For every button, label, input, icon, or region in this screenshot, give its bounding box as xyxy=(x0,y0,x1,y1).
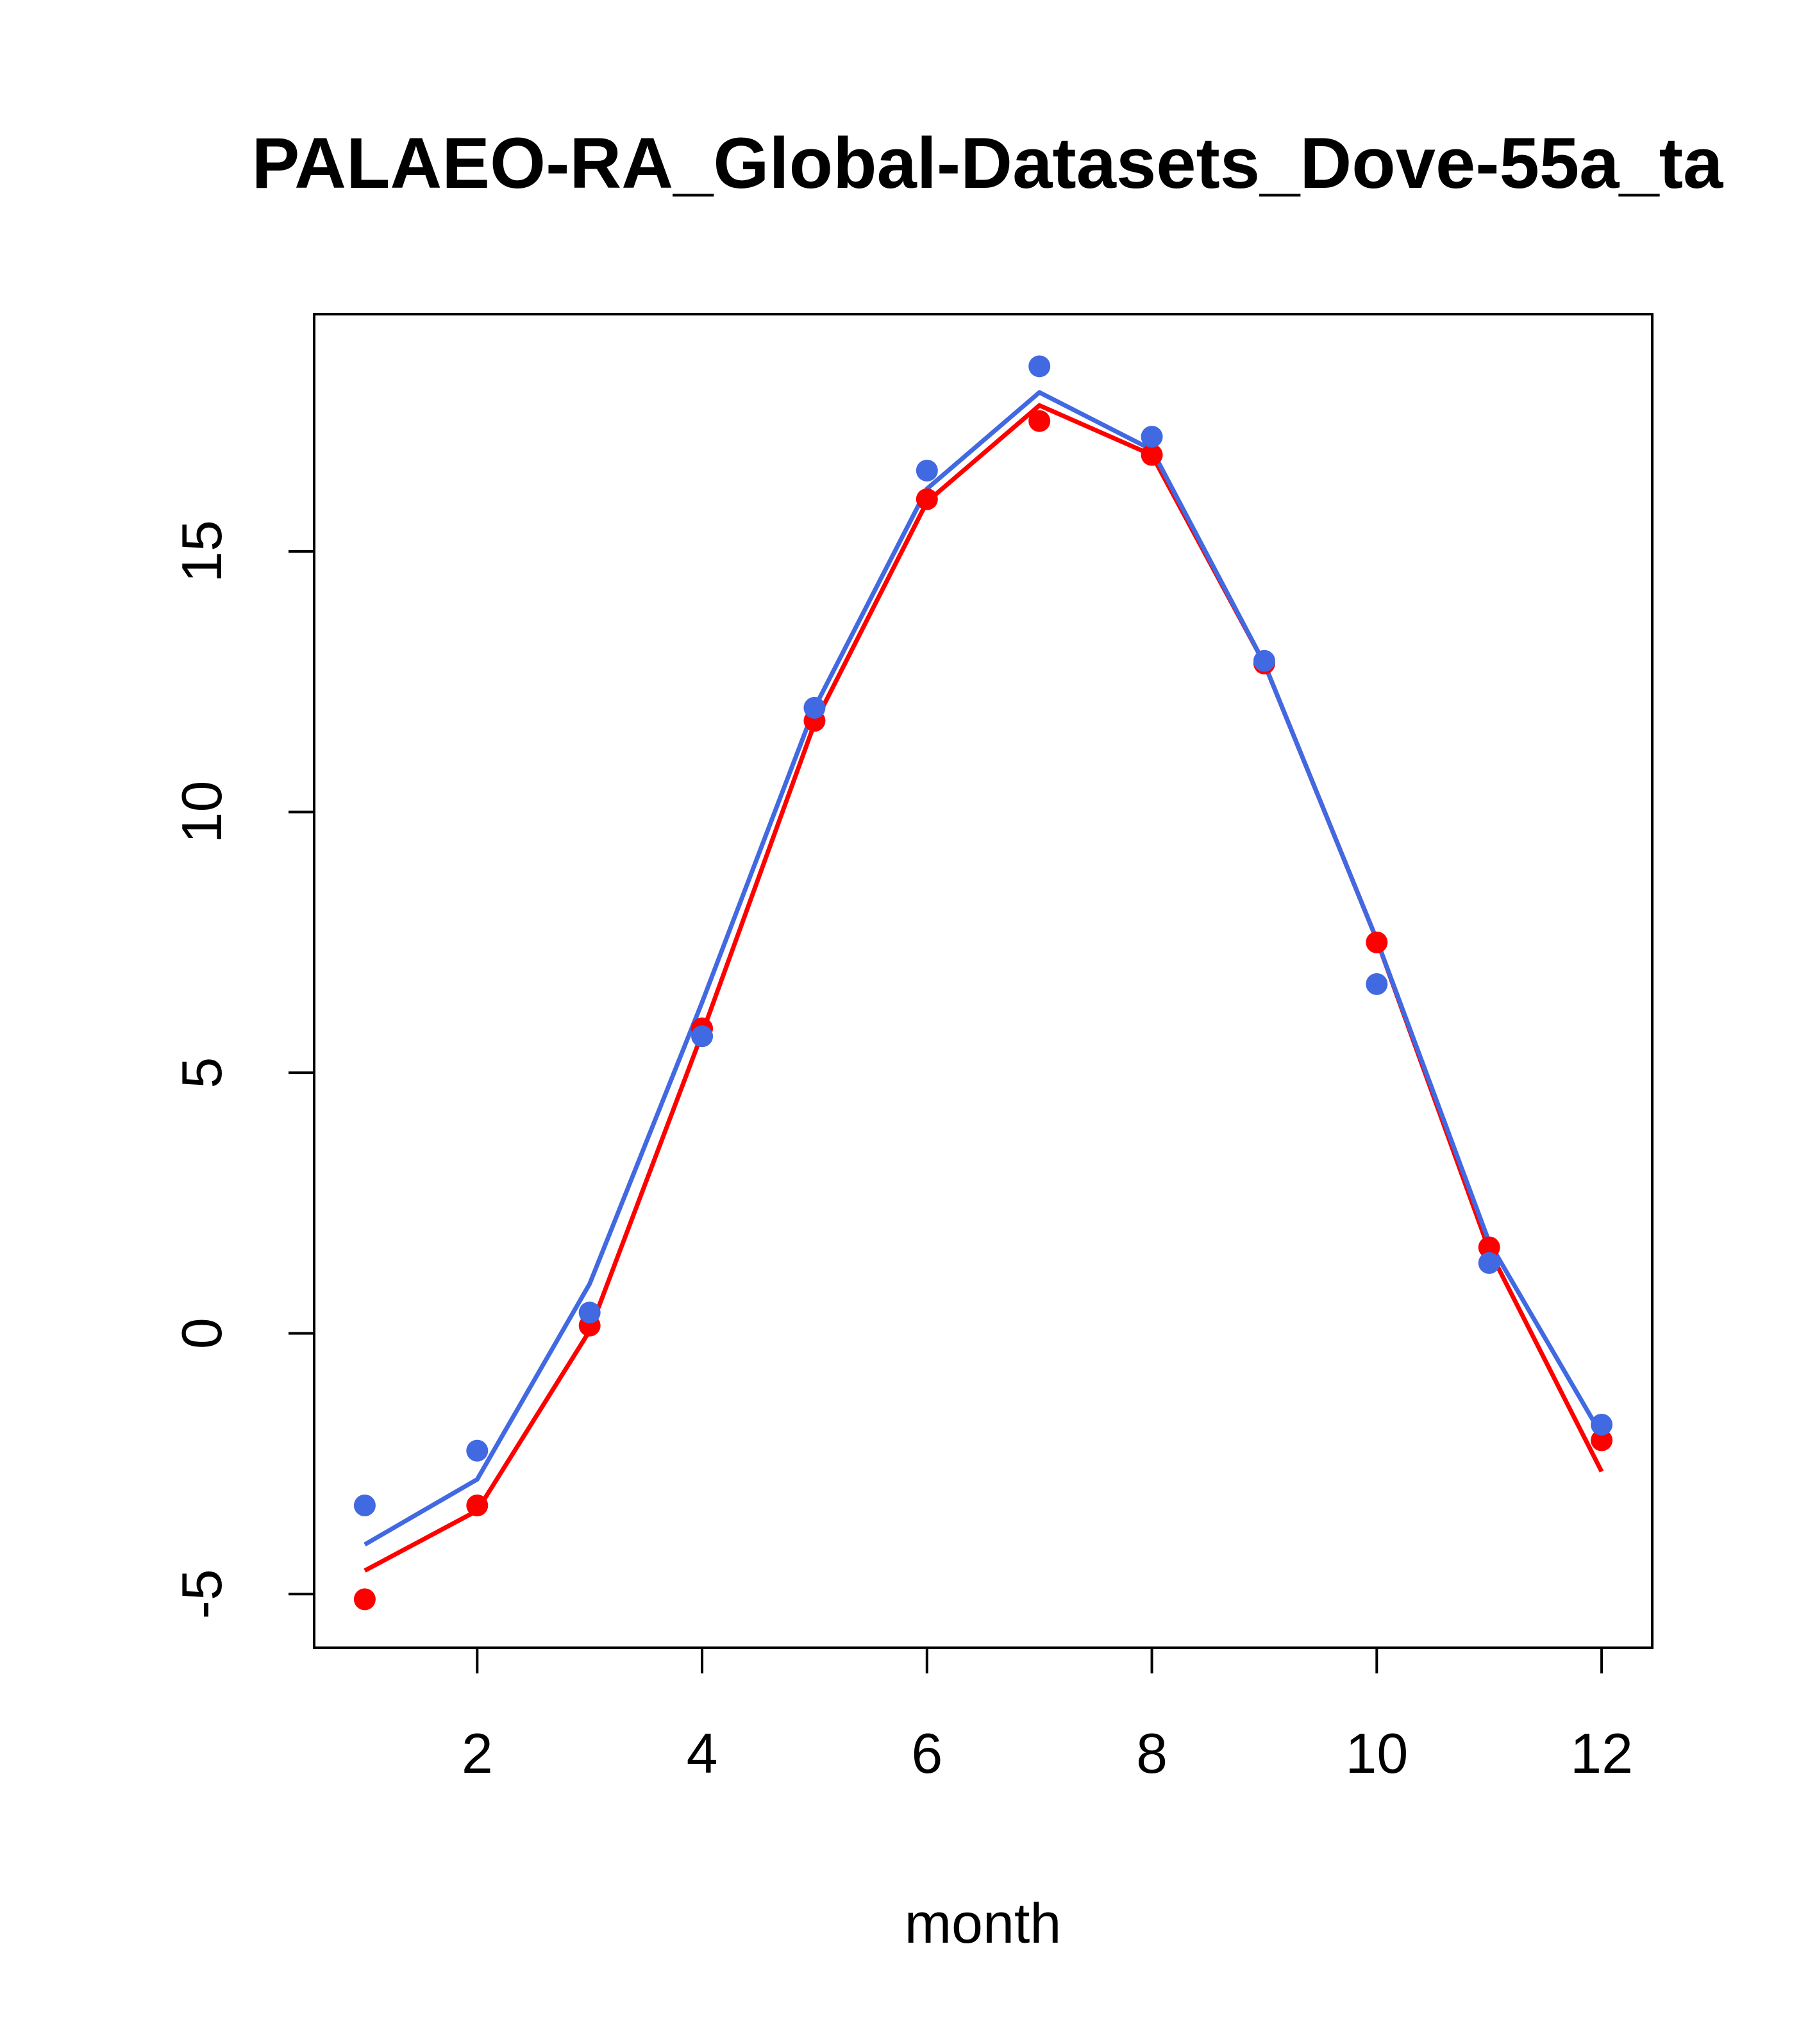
data-point-blue xyxy=(353,1495,376,1517)
x-tick-label: 8 xyxy=(1136,1721,1168,1785)
series-line-blue xyxy=(364,390,1604,1547)
data-point-red xyxy=(1141,444,1163,466)
data-point-blue xyxy=(1253,649,1275,672)
y-axis: -5 0 5 10 15 xyxy=(170,520,315,1619)
data-point-red xyxy=(353,1588,376,1611)
x-axis: 2 4 6 8 10 12 xyxy=(462,1646,1633,1785)
data-point-blue xyxy=(1478,1252,1500,1274)
data-point-blue xyxy=(466,1439,489,1462)
y-tick-label: -5 xyxy=(170,1569,233,1619)
series-lines xyxy=(364,390,1604,1573)
y-tick-label: 0 xyxy=(170,1318,233,1349)
data-point-red xyxy=(466,1495,489,1517)
y-tick-label: 10 xyxy=(170,781,233,844)
series-line-red xyxy=(364,403,1604,1573)
y-tick-label: 15 xyxy=(170,520,233,583)
data-point-blue xyxy=(1591,1413,1613,1436)
data-point-blue xyxy=(916,459,938,482)
data-point-red xyxy=(1478,1236,1500,1259)
data-point-red xyxy=(1028,410,1051,432)
data-point-blue xyxy=(1028,355,1051,378)
x-tick-label: 6 xyxy=(911,1721,942,1785)
x-tick-label: 4 xyxy=(687,1721,718,1785)
data-point-blue xyxy=(691,1025,714,1048)
data-point-blue xyxy=(803,696,826,719)
data-point-red xyxy=(916,488,938,510)
chart-title: PALAEO-RA_Global-Datasets_Dove-55a_ta xyxy=(252,123,1723,203)
x-tick-label: 2 xyxy=(462,1721,493,1785)
x-tick-label: 12 xyxy=(1570,1721,1633,1785)
data-point-red xyxy=(1591,1429,1613,1452)
data-point-blue xyxy=(1366,973,1388,995)
data-point-blue xyxy=(1141,426,1163,448)
y-tick-label: 5 xyxy=(170,1057,233,1089)
data-point-red xyxy=(1366,931,1388,953)
x-tick-label: 10 xyxy=(1345,1721,1408,1785)
series-points xyxy=(353,355,1613,1611)
x-axis-label: month xyxy=(905,1891,1062,1955)
data-point-blue xyxy=(578,1302,601,1324)
